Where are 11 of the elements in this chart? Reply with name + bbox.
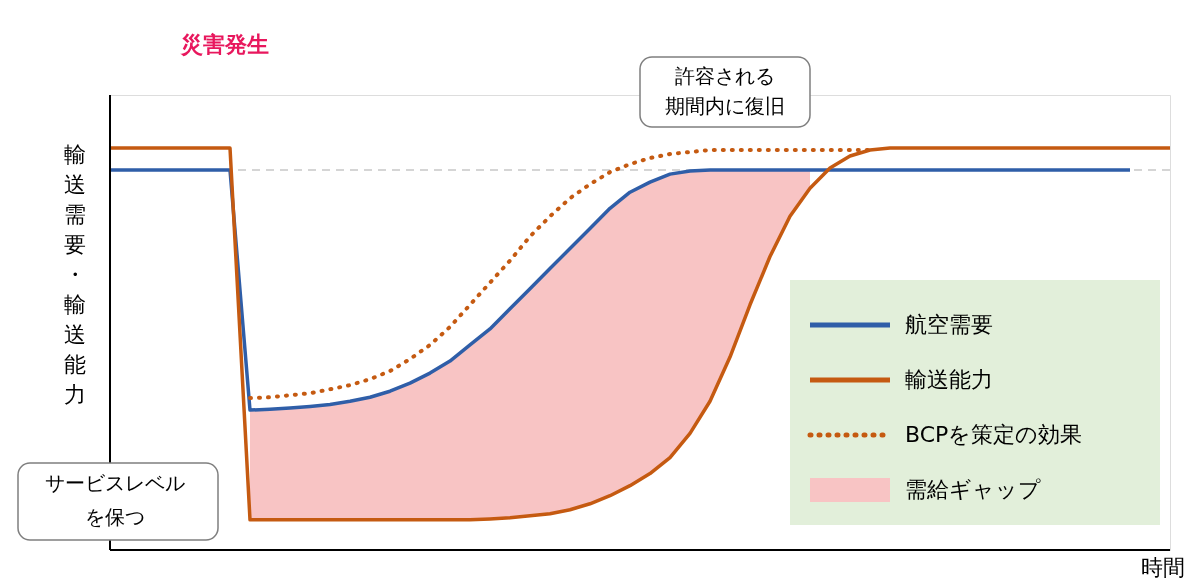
- text: 期間内に復旧: [665, 94, 785, 118]
- legend-label: 航空需要: [905, 312, 993, 337]
- legend-label: 輸送能力: [905, 367, 993, 392]
- legend-label: 需給ギャップ: [905, 477, 1041, 502]
- annotation: を保つ: [85, 505, 145, 529]
- annotation: サービスレベル: [45, 471, 185, 495]
- text: 災害発生: [180, 32, 269, 57]
- legend-label: BCPを策定の効果: [905, 422, 1083, 447]
- text: 輸送需要・輸送能力: [64, 142, 86, 407]
- x-axis-title: 時間: [1141, 555, 1185, 580]
- text: 許容される: [675, 64, 775, 88]
